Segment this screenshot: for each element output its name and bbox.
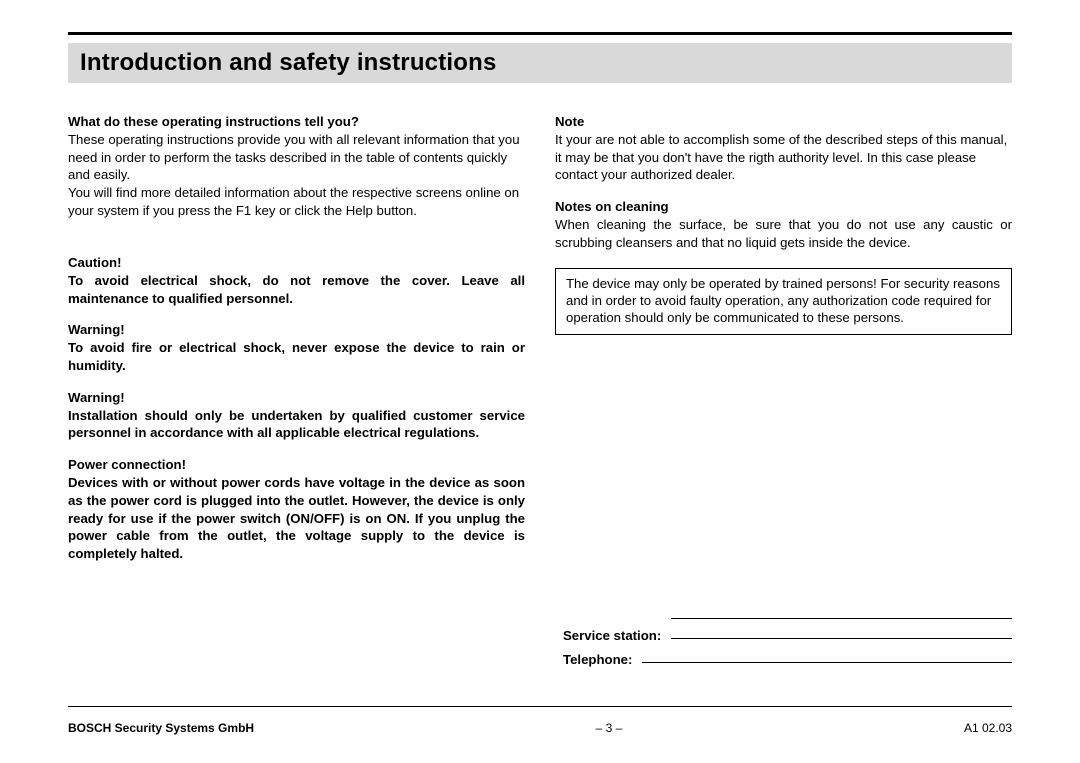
power-heading: Power connection!: [68, 456, 525, 474]
service-station-label: Service station:: [563, 628, 671, 643]
note-heading: Note: [555, 113, 1012, 131]
telephone-row: Telephone:: [563, 647, 1012, 667]
telephone-label: Telephone:: [563, 652, 642, 667]
service-station-lines: [671, 603, 1012, 643]
cleaning-text: When cleaning the surface, be sure that …: [555, 216, 1012, 252]
top-rule: [68, 32, 1012, 35]
intro-paragraph-1: These operating instructions provide you…: [68, 131, 525, 184]
warning2-heading: Warning!: [68, 389, 525, 407]
footer-doc-code: A1 02.03: [964, 721, 1012, 735]
footer-company: BOSCH Security Systems GmbH: [68, 721, 254, 735]
write-in-line: [671, 603, 1012, 619]
intro-paragraph-2: You will find more detailed information …: [68, 184, 525, 220]
trained-persons-box: The device may only be operated by train…: [555, 268, 1012, 335]
left-column: What do these operating instructions tel…: [68, 113, 525, 563]
document-page: Introduction and safety instructions Wha…: [0, 0, 1080, 763]
section-title-bar: Introduction and safety instructions: [68, 43, 1012, 83]
bottom-rule: [68, 706, 1012, 707]
note-text: It your are not able to accomplish some …: [555, 131, 1012, 184]
power-text: Devices with or without power cords have…: [68, 474, 525, 563]
section-title: Introduction and safety instructions: [80, 49, 1000, 77]
two-column-content: What do these operating instructions tel…: [68, 113, 1012, 563]
caution-heading: Caution!: [68, 254, 525, 272]
warning1-text: To avoid fire or electrical shock, never…: [68, 339, 525, 375]
cleaning-heading: Notes on cleaning: [555, 198, 1012, 216]
service-station-row: Service station:: [563, 603, 1012, 643]
contact-form: Service station: Telephone:: [563, 603, 1012, 671]
page-footer: BOSCH Security Systems GmbH – 3 – A1 02.…: [68, 721, 1012, 735]
warning1-heading: Warning!: [68, 321, 525, 339]
write-in-line: [642, 647, 1012, 663]
telephone-lines: [642, 647, 1012, 667]
box-text: The device may only be operated by train…: [566, 276, 1000, 325]
caution-text: To avoid electrical shock, do not remove…: [68, 272, 525, 308]
footer-page-number: – 3 –: [596, 721, 623, 735]
write-in-line: [671, 623, 1012, 639]
intro-heading: What do these operating instructions tel…: [68, 113, 525, 131]
warning2-text: Installation should only be undertaken b…: [68, 407, 525, 443]
right-column: Note It your are not able to accomplish …: [555, 113, 1012, 563]
